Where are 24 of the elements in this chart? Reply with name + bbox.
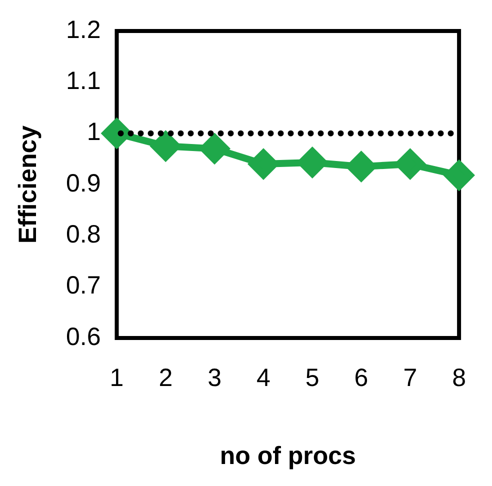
y-tick-label: 0.9 bbox=[66, 169, 101, 198]
x-tick-label: 8 bbox=[452, 364, 466, 392]
x-axis-title: no of procs bbox=[220, 442, 356, 470]
y-tick-label: 1 bbox=[86, 118, 101, 146]
point bbox=[151, 132, 180, 161]
x-tick-label: 6 bbox=[354, 364, 368, 392]
y-axis-title: Efficiency bbox=[14, 125, 42, 244]
y-tick-label: 1.2 bbox=[66, 16, 101, 44]
x-tick-label: 2 bbox=[158, 364, 173, 392]
point bbox=[444, 160, 474, 190]
point bbox=[248, 150, 278, 179]
point bbox=[200, 134, 230, 164]
y-tick-label: 1.1 bbox=[66, 67, 101, 96]
y-tick-label: 0.7 bbox=[66, 272, 101, 300]
y-tick-label: 0.6 bbox=[66, 322, 101, 351]
point bbox=[396, 150, 425, 179]
x-tick-label: 3 bbox=[208, 364, 222, 392]
x-tick-label: 4 bbox=[256, 364, 270, 392]
x-tick-label: 5 bbox=[305, 364, 320, 392]
x-tick-label: 1 bbox=[110, 364, 124, 392]
point bbox=[298, 148, 327, 177]
point bbox=[346, 152, 376, 182]
x-tick-label: 7 bbox=[403, 364, 418, 392]
y-tick-label: 0.8 bbox=[66, 220, 101, 249]
